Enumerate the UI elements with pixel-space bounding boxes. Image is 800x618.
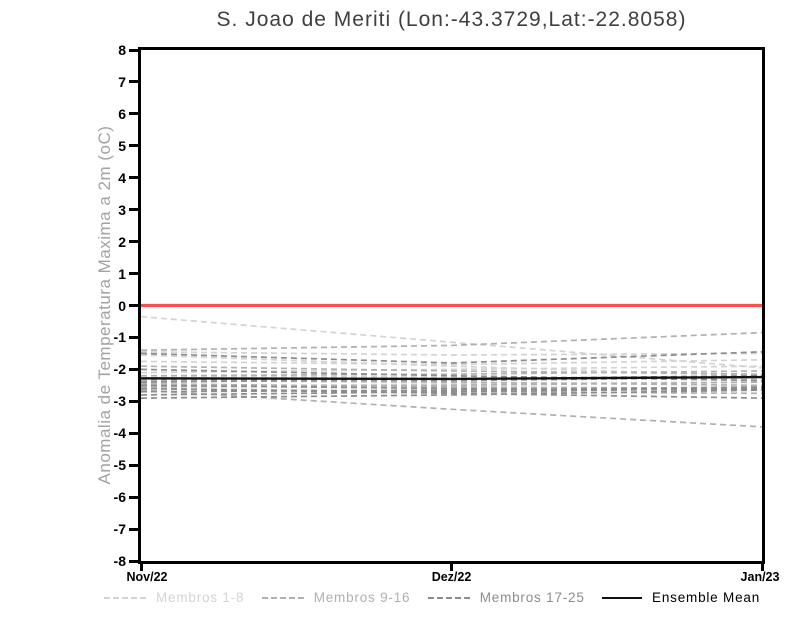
- y-tick-mark: [129, 559, 138, 563]
- y-tick-mark: [129, 112, 138, 116]
- y-tick-label: -7: [113, 521, 126, 538]
- y-tick-label: -8: [113, 553, 126, 569]
- y-tick-label: -4: [113, 425, 126, 442]
- legend-item-membros-1-8: Membros 1-8: [104, 590, 244, 605]
- y-tick-label: -3: [113, 393, 126, 410]
- y-tick-mark: [129, 176, 138, 180]
- x-tick-label: Jan/23: [740, 570, 780, 584]
- ensemble-mean-line: [141, 375, 762, 381]
- y-tick-label: 4: [118, 169, 126, 186]
- y-tick-label: 6: [118, 105, 126, 122]
- y-tick-label: 3: [118, 201, 126, 218]
- chart-legend: Membros 1-8 Membros 9-16 Membros 17-25 Ense…: [104, 590, 760, 605]
- y-tick-mark: [129, 304, 138, 307]
- solid-line-swatch-icon: [602, 596, 643, 599]
- y-tick-mark: [129, 48, 138, 52]
- chart-title: S. Joao de Meriti (Lon:-43.3729,Lat:-22.…: [216, 8, 687, 31]
- y-tick-mark: [129, 399, 138, 403]
- x-tick-mark: [450, 564, 453, 571]
- y-tick-mark: [129, 527, 138, 531]
- ensemble-member-line: [141, 315, 762, 369]
- legend-label: Membros 9-16: [313, 590, 411, 605]
- legend-label: Ensemble Mean: [652, 590, 760, 605]
- dashed-line-swatch-icon: [427, 596, 470, 599]
- legend-item-ensemble-mean: Ensemble Mean: [602, 590, 760, 605]
- y-tick-label: -1: [113, 329, 126, 346]
- dashed-line-swatch-icon: [261, 596, 304, 599]
- legend-item-membros-9-16: Membros 9-16: [261, 590, 411, 605]
- legend-item-membros-17-25: Membros 17-25: [427, 590, 585, 605]
- x-tick-label: Nov/22: [126, 570, 168, 584]
- ensemble-member-line: [141, 350, 762, 364]
- ensemble-member-line: [141, 331, 762, 352]
- ensemble-member-line: [141, 386, 762, 393]
- y-tick-label: 0: [118, 297, 126, 314]
- x-tick-mark: [139, 564, 143, 571]
- y-tick-label: 5: [118, 137, 126, 154]
- ensemble-member-line: [141, 389, 762, 399]
- y-tick-mark: [129, 367, 138, 371]
- y-tick-mark: [129, 240, 138, 244]
- y-tick-mark: [129, 335, 138, 339]
- plot-lines-svg: [141, 303, 762, 428]
- ensemble-member-line: [141, 358, 762, 366]
- ensemble-member-line: [141, 370, 762, 377]
- ensemble-member-line: [141, 354, 762, 377]
- dashed-line-swatch-icon: [104, 596, 146, 599]
- ensemble-member-line: [141, 365, 762, 376]
- x-tick-mark: [760, 564, 764, 571]
- y-tick-label: -5: [113, 457, 126, 474]
- ensemble-member-line: [141, 384, 762, 391]
- y-tick-mark: [129, 272, 138, 276]
- y-tick-label: 2: [118, 233, 126, 250]
- legend-label: Membros 1-8: [156, 590, 245, 605]
- y-tick-mark: [129, 463, 138, 467]
- y-tick-label: -6: [113, 489, 126, 506]
- y-tick-mark: [129, 431, 138, 435]
- ensemble-member-line: [141, 368, 762, 382]
- x-tick-label: Dez/22: [431, 570, 472, 584]
- plot-area: [138, 47, 765, 564]
- y-tick-label: 1: [118, 265, 126, 282]
- y-tick-label: -2: [113, 361, 126, 378]
- ensemble-member-line: [141, 387, 762, 396]
- y-tick-label: 7: [118, 73, 126, 90]
- y-tick-mark: [129, 495, 138, 499]
- y-tick-mark: [129, 80, 138, 84]
- y-tick-label: 8: [118, 42, 126, 58]
- y-tick-mark: [129, 144, 138, 148]
- ensemble-member-line: [141, 374, 762, 380]
- y-tick-mark: [129, 208, 138, 212]
- ensemble-member-line: [141, 382, 762, 390]
- ensemble-member-line: [141, 387, 762, 399]
- ensemble-member-line: [141, 350, 762, 356]
- legend-label: Membros 17-25: [479, 590, 585, 605]
